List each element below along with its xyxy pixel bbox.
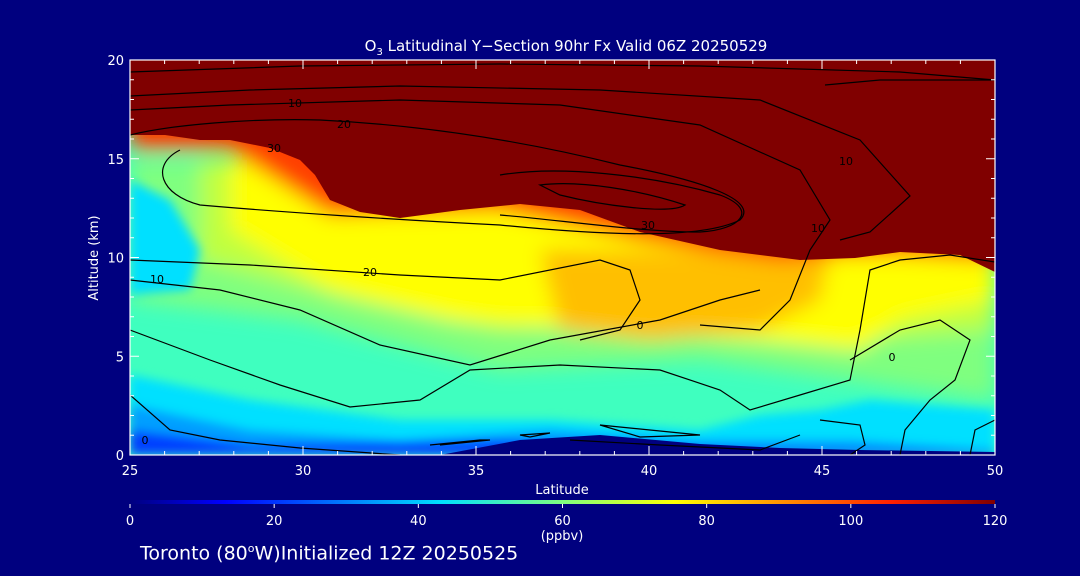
contour-label-8: 10 <box>150 273 164 286</box>
x-tick-label-3: 40 <box>641 464 658 479</box>
field-left-cyan <box>130 180 200 295</box>
contour-label-5: 10 <box>811 222 825 235</box>
colorbar-tick-label-2: 40 <box>410 514 427 529</box>
x-axis-label: Latitude <box>535 483 589 498</box>
footer-place: Toronto (80 <box>140 542 248 565</box>
colorbar <box>130 500 995 504</box>
contour-label-9: 0 <box>637 319 644 332</box>
y-axis-label: Altitude (km) <box>87 215 102 300</box>
concentration-field <box>130 60 995 455</box>
y-axis: 0 5 10 15 20 <box>107 54 995 464</box>
colorbar-tick-label-1: 20 <box>266 514 283 529</box>
contour-label-10: 0 <box>889 351 896 364</box>
colorbar-tick-label-4: 80 <box>698 514 715 529</box>
contour-label-1: 10 <box>288 97 302 110</box>
footer-caption: Toronto (80oW)Initialized 12Z 20250525 <box>140 542 518 564</box>
x-tick-label-1: 30 <box>295 464 312 479</box>
x-tick-label-4: 45 <box>814 464 831 479</box>
x-tick-label-5: 50 <box>987 464 1004 479</box>
x-tick-label-2: 35 <box>468 464 485 479</box>
colorbar-unit: (ppbv) <box>541 529 584 544</box>
contour-line-7 <box>130 259 641 341</box>
contour-label-2: 20 <box>337 118 351 131</box>
field-lower-cyan <box>130 375 995 455</box>
contour-line-5 <box>537 183 687 210</box>
contour-line-4 <box>130 119 745 235</box>
contour-line-18 <box>824 79 995 86</box>
contour-label-0: 0 <box>142 434 149 447</box>
field-saturated-top <box>130 60 995 272</box>
contour-line-3 <box>130 99 831 331</box>
y-tick-label-0: 0 <box>116 449 124 464</box>
y-tick-label-3: 15 <box>107 153 124 168</box>
colorbar-tick-label-6: 120 <box>983 514 1008 529</box>
contour-label-3: 30 <box>267 142 281 155</box>
contour-line-9 <box>130 254 995 411</box>
contour-label-4: 30 <box>641 219 655 232</box>
contour-line-8 <box>130 279 761 366</box>
colorbar-tick-label-5: 100 <box>838 514 863 529</box>
title-rest: Latitudinal Y−Section 90hr Fx Valid 06Z … <box>383 37 768 55</box>
contour-line-6 <box>499 170 743 233</box>
y-tick-label-1: 5 <box>116 350 124 365</box>
contour-labels: 0 10 20 30 30 10 10 20 10 0 0 <box>142 97 896 447</box>
title-subscript: 3 <box>376 47 382 58</box>
contour-line-12 <box>519 432 551 438</box>
x-axis: 25 30 35 40 45 50 <box>122 60 1004 479</box>
field-orange <box>540 250 830 340</box>
colorbar-tick-label-3: 60 <box>554 514 571 529</box>
contour-line-11 <box>429 439 491 446</box>
contour-line-14 <box>569 434 801 451</box>
contour-line-15 <box>819 419 866 455</box>
contour-line-2 <box>130 85 911 241</box>
chart-title: O3 Latitudinal Y−Section 90hr Fx Valid 0… <box>365 37 768 58</box>
colorbar-axis: 0 20 40 60 80 100 120 <box>126 504 1008 529</box>
contour-line-17 <box>969 419 995 455</box>
y-tick-label-4: 20 <box>107 54 124 69</box>
x-tick-label-0: 25 <box>122 464 139 479</box>
contour-line-10 <box>130 394 401 455</box>
footer-degree: o <box>247 542 255 555</box>
contour-line-1 <box>130 63 995 81</box>
y-tick-label-2: 10 <box>107 252 124 267</box>
contour-line-13 <box>599 424 701 438</box>
contour-line-16 <box>849 319 971 455</box>
contour-label-7: 20 <box>363 266 377 279</box>
title-prefix: O <box>365 37 377 55</box>
footer-rest: W)Initialized 12Z 20250525 <box>254 542 519 565</box>
contour-label-6: 10 <box>839 155 853 168</box>
contour-lines <box>130 63 995 455</box>
colorbar-tick-label-0: 0 <box>126 514 134 529</box>
